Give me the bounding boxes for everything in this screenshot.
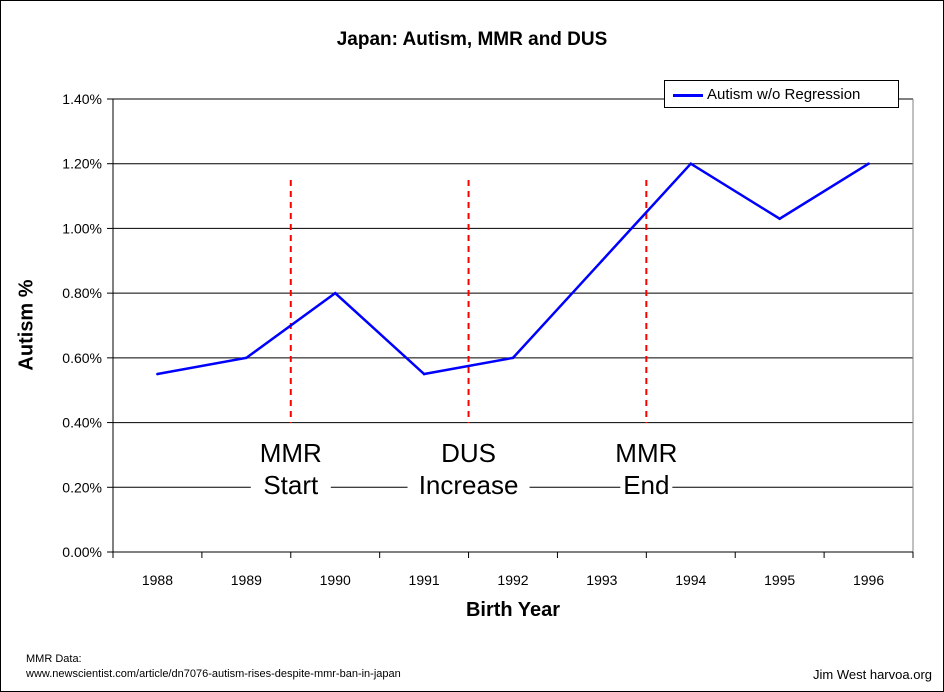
- data-point: [422, 372, 426, 376]
- data-point: [600, 259, 604, 263]
- data-point: [511, 356, 515, 360]
- data-point: [778, 217, 781, 221]
- x-tick-label: 1991: [409, 572, 440, 588]
- source-note: MMR Data: www.newscientist.com/article/d…: [26, 652, 401, 682]
- x-tick-label: 1994: [675, 572, 706, 588]
- y-tick-label: 1.40%: [62, 91, 102, 107]
- x-tick-label: 1995: [764, 572, 795, 588]
- series-line: [157, 162, 870, 376]
- annotation-label-bg: [407, 436, 530, 500]
- legend-entry: Autism w/o Regression: [707, 86, 861, 103]
- chart-title: Japan: Autism, MMR and DUS: [336, 29, 608, 50]
- x-tick-label: 1990: [320, 572, 351, 588]
- y-tick-label: 1.20%: [62, 156, 102, 172]
- annotation-label-line1: MMR: [615, 438, 677, 468]
- y-tick-label: 0.60%: [62, 350, 102, 366]
- axes: 0.00% 0.20% 0.40% 0.60% 0.80% 1.00% 1.20% 1.40%…: [62, 91, 914, 588]
- annotation-label-bg: [620, 436, 673, 500]
- x-tick-label: 1989: [231, 572, 262, 588]
- y-tick-label: 0.00%: [62, 544, 102, 560]
- annotation-label-line2: End: [623, 470, 669, 500]
- credit-text: Jim West harvoa.org: [813, 667, 932, 682]
- annotation-label-line1: MMR: [260, 438, 322, 468]
- source-label: MMR Data:: [26, 653, 82, 665]
- annotation-label-line2: Start: [263, 470, 319, 500]
- x-tick-label: 1993: [586, 572, 617, 588]
- annotation-label-bg: [250, 436, 331, 500]
- x-tick-label: 1992: [497, 572, 528, 588]
- data-point: [689, 162, 693, 166]
- y-tick-label: 1.00%: [62, 220, 102, 236]
- y-tick-label: 0.20%: [62, 479, 102, 495]
- x-tick-label: 1996: [853, 572, 884, 588]
- legend: Autism w/o Regression: [664, 80, 899, 108]
- x-tick-label: 1988: [142, 572, 173, 588]
- legend-swatch: [673, 94, 703, 97]
- series: [156, 162, 870, 376]
- y-tick-label: 0.40%: [62, 415, 102, 431]
- data-point: [156, 372, 159, 376]
- data-point: [333, 291, 337, 295]
- y-tick-label: 0.80%: [62, 285, 102, 301]
- annotation-label-line2: Increase: [419, 470, 519, 500]
- data-point: [245, 356, 248, 360]
- annotation-label-line1: DUS: [441, 438, 496, 468]
- y-axis-label: Autism %: [15, 279, 38, 371]
- data-point: [867, 162, 870, 166]
- source-url: www.newscientist.com/article/dn7076-auti…: [26, 668, 401, 680]
- x-axis-label: Birth Year: [465, 599, 561, 621]
